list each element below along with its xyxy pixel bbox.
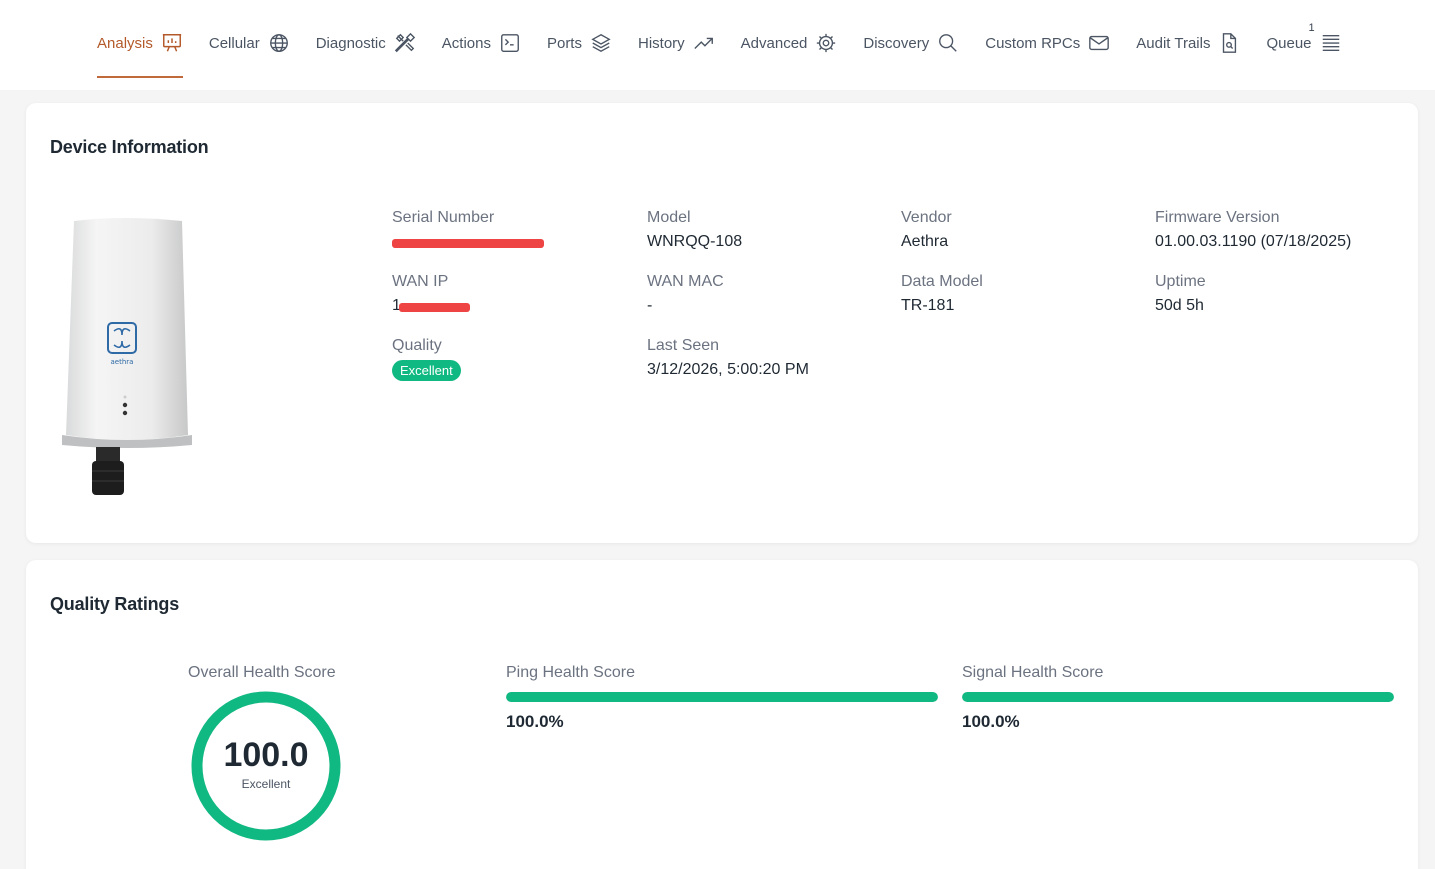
firmware-version-value: 01.00.03.1190 (07/18/2025) bbox=[1155, 233, 1352, 250]
device-brand-logo: aethra bbox=[111, 358, 134, 366]
tab-label: Actions bbox=[441, 34, 491, 52]
vendor-value: Aethra bbox=[901, 233, 949, 250]
uptime-value: 50d 5h bbox=[1155, 297, 1204, 314]
wan-mac-field: WAN MAC - bbox=[647, 272, 887, 316]
serial-number-value bbox=[392, 232, 544, 252]
quality-ratings-card: Quality Ratings Overall Health Score 100… bbox=[26, 560, 1418, 869]
field-label: Uptime bbox=[1155, 273, 1206, 290]
ping-health-score-fill bbox=[506, 692, 938, 702]
presentation-chart-icon bbox=[161, 32, 183, 54]
card-title: Quality Ratings bbox=[50, 594, 180, 614]
tab-label: Analysis bbox=[97, 34, 153, 52]
vendor-field: Vendor Aethra bbox=[901, 208, 1141, 252]
quality-field: Quality Excellent bbox=[392, 336, 632, 381]
tab-bar: Analysis Cellular Diagnostic Actions Por… bbox=[97, 22, 1342, 78]
globe-icon bbox=[268, 32, 290, 54]
field-label: Vendor bbox=[901, 209, 952, 226]
mail-icon bbox=[1088, 32, 1110, 54]
overall-health-score-value: 100.0 bbox=[223, 736, 309, 774]
tab-advanced[interactable]: Advanced bbox=[741, 28, 838, 58]
tab-diagnostic[interactable]: Diagnostic bbox=[316, 28, 416, 58]
tab-label: Discovery bbox=[863, 34, 930, 52]
tab-label: Diagnostic bbox=[315, 34, 386, 52]
list-icon bbox=[1320, 32, 1342, 54]
gear-icon bbox=[815, 32, 837, 54]
signal-health-score-label: Signal Health Score bbox=[962, 664, 1104, 681]
quality-status-badge: Excellent bbox=[392, 360, 461, 381]
wan-ip-value: 1 bbox=[392, 296, 470, 316]
firmware-version-field: Firmware Version 01.00.03.1190 (07/18/20… bbox=[1155, 208, 1395, 252]
wan-ip-field: WAN IP 1 bbox=[392, 272, 632, 316]
queue-count-badge: 1 bbox=[1308, 22, 1315, 34]
signal-health-score-value: 100.0% bbox=[962, 712, 1020, 731]
device-image: aethra bbox=[62, 218, 192, 495]
device-information-card: Device Information aethra Serial Number bbox=[26, 103, 1418, 543]
tab-label: Queue bbox=[1266, 34, 1312, 52]
tab-queue[interactable]: Queue 1 bbox=[1266, 22, 1342, 58]
signal-health-score-bar bbox=[962, 692, 1394, 702]
signal-health-score-fill bbox=[962, 692, 1394, 702]
redaction-mark bbox=[392, 239, 544, 248]
ping-health-score-label: Ping Health Score bbox=[506, 664, 635, 681]
card-title: Device Information bbox=[50, 137, 209, 157]
tab-label: Ports bbox=[546, 34, 582, 52]
tab-audit-trails[interactable]: Audit Trails bbox=[1136, 28, 1240, 58]
tab-label: Cellular bbox=[208, 34, 260, 52]
terminal-icon bbox=[499, 32, 521, 54]
file-search-icon bbox=[1218, 32, 1240, 54]
overall-health-score-ring bbox=[191, 691, 341, 841]
tab-label: Custom RPCs bbox=[985, 34, 1081, 52]
tab-cellular[interactable]: Cellular bbox=[209, 28, 290, 58]
search-icon bbox=[937, 32, 959, 54]
data-model-field: Data Model TR-181 bbox=[901, 272, 1141, 316]
layers-icon bbox=[590, 32, 612, 54]
tab-custom-rpcs[interactable]: Custom RPCs bbox=[985, 28, 1110, 58]
trending-up-icon bbox=[693, 32, 715, 54]
field-label: Last Seen bbox=[647, 337, 720, 354]
tab-label: History bbox=[637, 34, 685, 52]
tools-icon bbox=[394, 32, 416, 54]
field-label: WAN MAC bbox=[647, 273, 724, 290]
field-label: Model bbox=[647, 209, 691, 226]
last-seen-field: Last Seen 3/12/2026, 5:00:20 PM bbox=[647, 336, 887, 380]
ping-health-score-bar bbox=[506, 692, 938, 702]
redaction-mark bbox=[399, 303, 470, 312]
overall-health-score-label: Overall Health Score bbox=[188, 664, 336, 681]
model-field: Model WNRQQ-108 bbox=[647, 208, 887, 252]
top-navigation: Analysis Cellular Diagnostic Actions Por… bbox=[0, 0, 1435, 90]
field-label: WAN IP bbox=[392, 273, 449, 290]
tab-history[interactable]: History bbox=[638, 28, 715, 58]
tab-label: Audit Trails bbox=[1136, 34, 1211, 52]
field-label: Serial Number bbox=[392, 209, 495, 226]
model-value: WNRQQ-108 bbox=[647, 233, 743, 250]
wan-mac-value: - bbox=[647, 297, 653, 314]
serial-number-field: Serial Number bbox=[392, 208, 632, 258]
last-seen-value: 3/12/2026, 5:00:20 PM bbox=[647, 361, 809, 378]
field-label: Quality bbox=[392, 337, 442, 354]
tab-actions[interactable]: Actions bbox=[442, 28, 521, 58]
field-label: Data Model bbox=[901, 273, 983, 290]
overall-health-rating: Excellent bbox=[241, 777, 291, 791]
field-label: Firmware Version bbox=[1155, 209, 1280, 226]
tab-ports[interactable]: Ports bbox=[547, 28, 612, 58]
tab-label: Advanced bbox=[740, 34, 808, 52]
tab-discovery[interactable]: Discovery bbox=[863, 28, 959, 58]
tab-analysis[interactable]: Analysis bbox=[97, 28, 183, 78]
data-model-value: TR-181 bbox=[901, 297, 955, 314]
ping-health-score-value: 100.0% bbox=[506, 712, 564, 731]
uptime-field: Uptime 50d 5h bbox=[1155, 272, 1395, 316]
